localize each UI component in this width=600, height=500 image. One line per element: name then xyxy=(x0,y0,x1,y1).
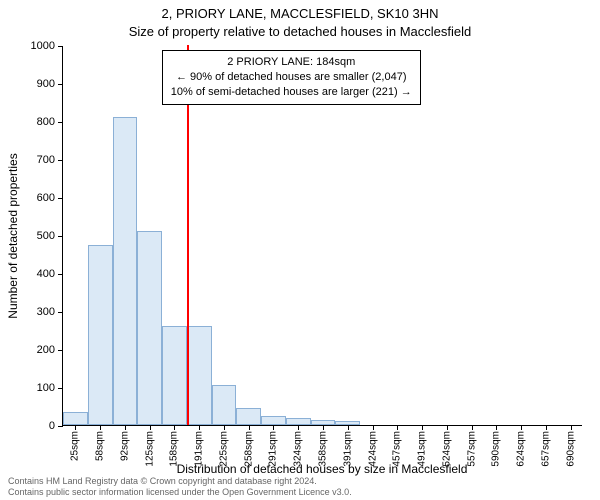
x-tick xyxy=(521,425,522,430)
x-tick-label: 58sqm xyxy=(95,431,106,461)
x-tick xyxy=(323,425,324,430)
y-tick xyxy=(58,122,63,123)
y-tick-label: 800 xyxy=(37,116,55,128)
x-tick xyxy=(273,425,274,430)
y-tick xyxy=(58,236,63,237)
y-tick xyxy=(58,160,63,161)
x-tick xyxy=(100,425,101,430)
y-tick xyxy=(58,426,63,427)
y-tick-label: 500 xyxy=(37,230,55,242)
page-subtitle: Size of property relative to detached ho… xyxy=(0,24,600,39)
x-tick xyxy=(472,425,473,430)
x-tick xyxy=(373,425,374,430)
x-tick xyxy=(150,425,151,430)
bar xyxy=(187,326,212,425)
plot-area: 0100200300400500600700800900100025sqm58s… xyxy=(62,46,582,426)
annotation-line: ← 90% of detached houses are smaller (2,… xyxy=(171,70,412,85)
chart-container: 2, PRIORY LANE, MACCLESFIELD, SK10 3HN S… xyxy=(0,0,600,500)
x-tick xyxy=(199,425,200,430)
footer-line-2: Contains public sector information licen… xyxy=(8,487,352,498)
x-tick xyxy=(348,425,349,430)
annotation-line: 10% of semi-detached houses are larger (… xyxy=(171,85,412,100)
y-tick xyxy=(58,350,63,351)
annotation-box: 2 PRIORY LANE: 184sqm← 90% of detached h… xyxy=(162,50,421,105)
footer-attribution: Contains HM Land Registry data © Crown c… xyxy=(8,476,352,499)
y-tick xyxy=(58,46,63,47)
x-tick-label: 25sqm xyxy=(70,431,81,461)
y-tick-label: 100 xyxy=(37,382,55,394)
bar xyxy=(162,326,187,425)
bar xyxy=(137,231,162,425)
bar xyxy=(88,245,113,426)
y-tick-label: 200 xyxy=(37,344,55,356)
x-tick xyxy=(125,425,126,430)
bar xyxy=(113,117,138,425)
y-tick-label: 400 xyxy=(37,268,55,280)
x-tick xyxy=(422,425,423,430)
y-axis-label-wrap: Number of detached properties xyxy=(6,46,20,426)
y-tick-label: 300 xyxy=(37,306,55,318)
y-tick xyxy=(58,388,63,389)
bar xyxy=(286,418,311,425)
x-tick xyxy=(75,425,76,430)
y-tick-label: 900 xyxy=(37,78,55,90)
y-axis-label: Number of detached properties xyxy=(6,153,20,318)
x-tick xyxy=(397,425,398,430)
x-tick xyxy=(571,425,572,430)
bar xyxy=(212,385,237,425)
y-tick xyxy=(58,312,63,313)
bar xyxy=(261,416,286,426)
x-tick xyxy=(224,425,225,430)
y-tick-label: 600 xyxy=(37,192,55,204)
x-tick-label: 92sqm xyxy=(119,431,130,461)
annotation-line: 2 PRIORY LANE: 184sqm xyxy=(171,55,412,70)
y-tick-label: 700 xyxy=(37,154,55,166)
x-axis-label: Distribution of detached houses by size … xyxy=(62,462,582,476)
x-tick xyxy=(546,425,547,430)
page-title: 2, PRIORY LANE, MACCLESFIELD, SK10 3HN xyxy=(0,6,600,21)
y-tick xyxy=(58,274,63,275)
y-tick-label: 1000 xyxy=(31,40,55,52)
bar xyxy=(63,412,88,425)
x-tick xyxy=(249,425,250,430)
footer-line-1: Contains HM Land Registry data © Crown c… xyxy=(8,476,352,487)
x-tick xyxy=(496,425,497,430)
y-tick xyxy=(58,198,63,199)
bar xyxy=(236,408,261,425)
y-tick-label: 0 xyxy=(49,420,55,432)
y-tick xyxy=(58,84,63,85)
x-tick xyxy=(174,425,175,430)
x-tick xyxy=(298,425,299,430)
x-tick xyxy=(447,425,448,430)
